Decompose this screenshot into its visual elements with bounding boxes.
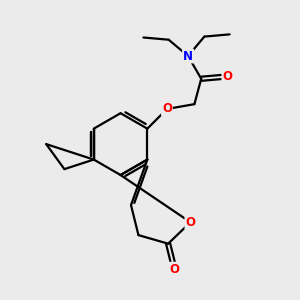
Text: O: O (162, 103, 172, 116)
Text: O: O (222, 70, 233, 83)
Text: O: O (185, 216, 195, 229)
Text: N: N (183, 50, 193, 62)
Text: O: O (169, 263, 179, 276)
